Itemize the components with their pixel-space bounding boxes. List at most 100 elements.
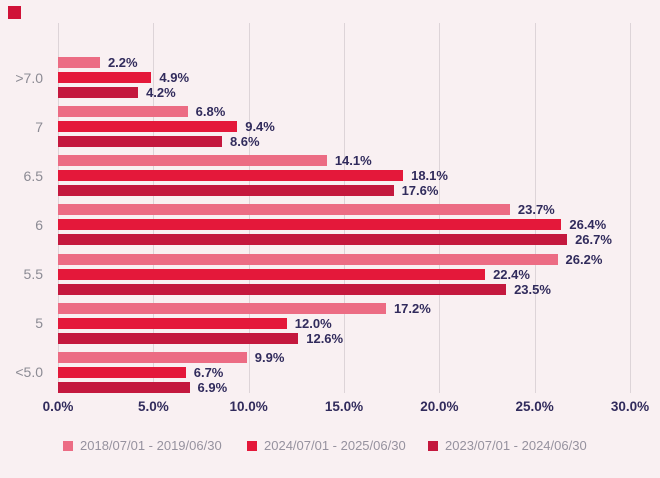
gridline [534,23,536,393]
bar-row: 9.9% [58,349,630,365]
chart-legend: 2018/07/01 - 2019/06/30 2024/07/01 - 2025… [0,438,660,458]
bar[interactable] [58,332,299,344]
bar-row: 4.9% [58,70,630,86]
legend-label: 2018/07/01 - 2019/06/30 [80,438,222,453]
bar-value-label: 26.7% [575,232,612,248]
legend-label: 2024/07/01 - 2025/06/30 [264,438,406,453]
bar[interactable] [58,234,568,246]
category-label: 5.5 [23,266,43,283]
brand-square-mark [8,6,21,19]
bar-value-label: 17.6% [401,183,439,199]
legend-swatch-icon [428,440,438,451]
bar-row: 6.7% [58,364,630,380]
bar-row: 23.5% [58,281,630,297]
bar-group: 9.9% 6.7% 6.9% [58,348,630,397]
bar[interactable] [58,351,247,363]
bar-value-label: 12.6% [306,330,344,346]
bar-group: 14.1% 18.1% 17.6% [58,151,630,200]
bar-value-label: 4.9% [159,70,190,86]
bar-row: 18.1% [58,168,630,184]
bar-row: 6.9% [58,379,630,395]
bar-value-label: 9.4% [245,119,275,135]
category-label: >7.0 [15,69,43,86]
gridline [630,23,631,393]
bar-row: 12.0% [58,315,630,331]
bar-value-label: 6.9% [197,379,228,395]
bar[interactable] [58,381,190,393]
bar-group: 6.8% 9.4% 8.6% [58,102,630,151]
bar[interactable] [58,170,404,182]
bar[interactable] [58,268,486,280]
bar[interactable] [58,219,562,231]
bar-value-label: 26.4% [569,217,607,233]
bar-value-label: 6.7% [193,364,224,380]
bar[interactable] [58,87,139,99]
category-label: <5.0 [15,364,43,381]
bar-value-label: 8.6% [229,134,260,150]
bar[interactable] [58,317,287,329]
bar-group: 17.2% 12.0% 12.6% [58,299,630,348]
bar-groups-layer: 2.2% 4.9% 4.2% 6.8% 9.4% 8.6% 14.1% 18.1% 17.6% 2… [58,53,630,397]
bar[interactable] [58,366,186,378]
bar-row: 22.4% [58,266,630,282]
category-label: 7 [35,118,43,135]
bar-value-label: 26.2% [565,251,603,267]
bar-row: 4.2% [58,85,630,101]
bar-value-label: 22.4% [493,266,530,282]
bar-row: 26.4% [58,217,630,233]
bar-row: 2.2% [58,55,630,71]
bar-row: 23.7% [58,202,630,218]
bar-value-label: 9.9% [254,349,285,365]
x-axis-tick-label: 20.0% [420,399,459,414]
bar[interactable] [58,155,327,167]
bar-row: 17.6% [58,183,630,199]
bar-value-label: 2.2% [107,55,138,71]
bar-value-label: 12.0% [294,315,332,331]
bar[interactable] [58,185,394,197]
legend-item[interactable]: 2024/07/01 - 2025/06/30 [247,438,406,453]
bar[interactable] [58,253,558,265]
legend-swatch-icon [247,440,257,451]
bar-group: 26.2% 22.4% 23.5% [58,250,630,299]
bar-value-label: 23.5% [514,281,551,297]
legend-label: 2023/07/01 - 2024/06/30 [445,438,587,453]
category-label: 6.5 [23,167,43,184]
x-axis-tick-label: 5.0% [137,399,169,414]
bar-group: 2.2% 4.9% 4.2% [58,53,630,102]
bar[interactable] [58,136,222,148]
x-axis-tick-label: 10.0% [229,399,268,414]
bar-row: 12.6% [58,330,630,346]
bar-row: 14.1% [58,153,630,169]
bar[interactable] [58,302,386,314]
bar-row: 26.2% [58,251,630,267]
bar[interactable] [58,106,188,118]
bar-value-label: 18.1% [411,168,448,184]
bar-row: 8.6% [58,134,630,150]
bar-value-label: 23.7% [517,202,555,218]
bar[interactable] [58,57,100,69]
x-axis-tick-label: 15.0% [324,399,364,414]
bar-row: 26.7% [58,232,630,248]
bar-row: 9.4% [58,119,630,135]
bar[interactable] [58,72,152,84]
bar-group: 23.7% 26.4% 26.7% [58,200,630,249]
bar-value-label: 17.2% [393,300,431,316]
bar-row: 17.2% [58,300,630,316]
bar[interactable] [58,204,510,216]
bar[interactable] [58,283,507,295]
category-label: 5 [35,315,43,332]
legend-swatch-icon [63,440,73,451]
y-axis-category-labels: >7.0 7 6.5 6 5.5 5 <5.0 [0,53,50,397]
category-label: 6 [35,216,43,233]
bar-value-label: 6.8% [195,104,226,120]
x-axis-tick-label: 30.0% [610,399,650,414]
bar-row: 6.8% [58,104,630,120]
x-axis-tick-label: 0.0% [42,399,74,414]
x-axis-tick-label: 25.0% [515,399,554,414]
bar[interactable] [58,121,238,133]
bar-value-label: 14.1% [334,153,372,169]
legend-item[interactable]: 2018/07/01 - 2019/06/30 [63,438,222,453]
legend-item[interactable]: 2023/07/01 - 2024/06/30 [428,438,587,453]
bar-value-label: 4.2% [146,85,176,101]
